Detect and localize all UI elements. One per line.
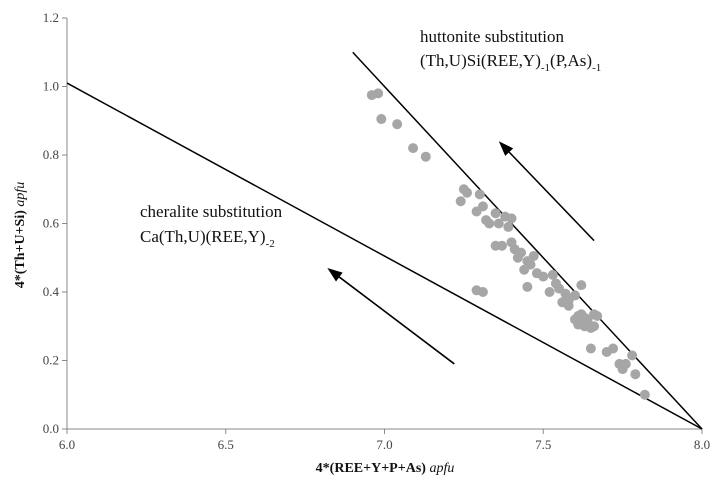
y-tick-label: 0.8 (43, 147, 59, 162)
data-point (477, 287, 488, 297)
data-point (528, 251, 539, 262)
data-point (392, 119, 403, 130)
data-point (493, 218, 504, 229)
cheralite-line (66, 82, 703, 430)
huttonite-arrow (508, 151, 595, 242)
annotation-cheralite-line1: cheralite substitution (140, 202, 283, 221)
plot-axes (66, 18, 702, 430)
y-tick-label: 0.0 (43, 421, 59, 436)
data-point (547, 269, 558, 280)
annotation-huttonite-part2: (P,As) (550, 51, 592, 70)
cheralite-arrow-head (327, 268, 343, 282)
huttonite-arrow-head (498, 141, 514, 156)
data-point (516, 247, 527, 258)
y-axis-title-main: 4*(Th+U+Si) (13, 210, 28, 289)
data-point (563, 300, 574, 311)
substitution-lines (66, 51, 703, 430)
y-tick-label: 0.2 (43, 353, 59, 368)
data-point (503, 221, 514, 232)
data-point (490, 208, 501, 219)
data-point (630, 369, 641, 380)
data-point (496, 240, 507, 251)
annotation-huttonite-sub1: -1 (541, 62, 550, 74)
y-axis-title: 4*(Th+U+Si) apfu (13, 182, 28, 289)
data-point (576, 280, 587, 291)
data-point (408, 143, 419, 154)
x-axis-title-unit: apfu (429, 461, 454, 476)
annotation-huttonite-part1: (Th,U)Si(REE,Y) (420, 51, 541, 70)
y-tick-label: 0.4 (43, 284, 60, 299)
y-axis-title-unit: apfu (13, 182, 28, 207)
data-point (570, 290, 580, 301)
data-point (373, 88, 384, 99)
data-point (474, 189, 485, 200)
annotation-huttonite-sub2: -1 (592, 62, 601, 74)
data-point (592, 310, 603, 321)
data-point (627, 350, 638, 361)
annotation-cheralite-part1: Ca(Th,U)(REE,Y) (140, 227, 266, 246)
x-tick-label: 7.5 (535, 437, 551, 452)
cheralite-arrow (338, 276, 455, 365)
y-tick-label: 1.2 (43, 10, 59, 25)
data-point (455, 196, 466, 207)
annotation-huttonite-line2: (Th,U)Si(REE,Y)-1(P,As)-1 (420, 51, 601, 74)
x-tick-label: 8.0 (694, 437, 710, 452)
data-point (477, 201, 488, 212)
data-point (608, 343, 619, 354)
x-tick-label: 6.0 (59, 437, 75, 452)
x-tick-label: 6.5 (218, 437, 234, 452)
x-axis-title: 4*(REE+Y+P+As) apfu (316, 461, 455, 476)
data-point (538, 271, 549, 282)
axis-ticks: 6.0 6.5 7.0 7.5 8.0 0.0 0.2 0.4 0.6 0.8 1.0 1.2 (43, 10, 710, 452)
data-point (544, 287, 555, 297)
data-point (484, 218, 495, 229)
data-point (506, 213, 517, 224)
x-tick-label: 7.0 (376, 437, 392, 452)
data-point (376, 114, 387, 125)
annotation-cheralite-line2: Ca(Th,U)(REE,Y)-2 (140, 227, 275, 250)
huttonite-line (352, 51, 703, 430)
data-point (525, 259, 536, 270)
data-points (366, 88, 650, 400)
substitution-arrows (327, 141, 595, 365)
annotation-huttonite-line1: huttonite substitution (420, 27, 565, 46)
data-point (620, 358, 631, 369)
data-point (420, 151, 431, 162)
y-tick-label: 0.6 (43, 216, 60, 231)
data-point (462, 187, 473, 198)
data-point (639, 389, 650, 400)
data-point (589, 321, 600, 332)
data-point (585, 343, 596, 354)
data-point (522, 281, 533, 292)
x-axis-title-main: 4*(REE+Y+P+As) (316, 461, 427, 476)
annotation-cheralite-sub1: -2 (266, 238, 275, 250)
y-tick-label: 1.0 (43, 79, 59, 94)
